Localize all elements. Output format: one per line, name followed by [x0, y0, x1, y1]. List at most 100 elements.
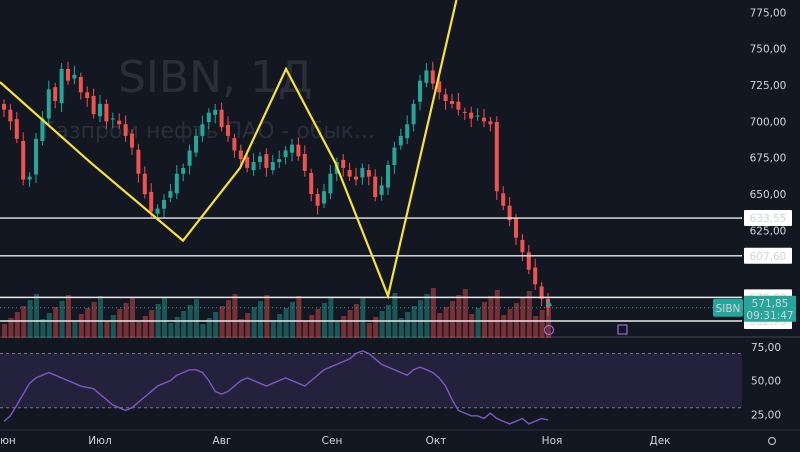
volume-bar	[424, 294, 430, 338]
candle	[258, 156, 262, 163]
volume-bar	[302, 321, 308, 338]
candle	[296, 144, 301, 157]
volume-bar	[264, 295, 270, 338]
candle	[373, 176, 378, 197]
candle	[219, 109, 224, 128]
candle	[379, 185, 384, 195]
volume-bar	[219, 306, 225, 338]
volume-bar	[91, 302, 97, 338]
gear-icon[interactable]	[767, 436, 777, 446]
volume-bar	[8, 318, 14, 338]
volume-bar	[373, 317, 379, 338]
volume-bar	[258, 301, 263, 338]
candle	[539, 286, 544, 299]
candle	[456, 101, 461, 110]
rsi-line	[3, 350, 549, 425]
volume-bar	[206, 318, 212, 338]
volume-bar	[309, 315, 315, 338]
volume-bar	[85, 308, 91, 338]
candle	[104, 103, 109, 122]
volume-bar	[328, 297, 334, 338]
candle	[213, 109, 218, 115]
candle	[238, 150, 243, 160]
volume-bar	[53, 307, 59, 338]
candle	[398, 135, 403, 146]
volume-bar	[507, 309, 513, 338]
price-level-badge	[744, 210, 792, 227]
candle	[443, 94, 448, 101]
dividend-icon[interactable]	[543, 324, 555, 336]
volume-bar	[526, 291, 532, 338]
candle	[328, 173, 333, 194]
candle	[411, 103, 416, 125]
volume-bar	[34, 294, 39, 338]
candle	[226, 125, 230, 136]
candle	[232, 138, 237, 151]
y-tick-label: 650,00	[750, 189, 787, 201]
volume-bar	[194, 299, 199, 338]
volume-bar	[443, 307, 449, 338]
volume-bar	[405, 312, 411, 338]
x-tick-label: Дек	[649, 435, 670, 447]
volume-bar	[14, 312, 20, 338]
candle	[34, 138, 38, 175]
candle	[155, 208, 160, 214]
earnings-icon[interactable]	[617, 324, 628, 335]
volume-bar	[482, 302, 487, 338]
candle	[277, 159, 282, 163]
volume-bar	[277, 314, 283, 338]
volume-bar	[347, 310, 353, 338]
trend-drawing[interactable]	[0, 0, 462, 300]
volume-bar	[174, 317, 180, 338]
candle	[520, 239, 525, 253]
volume-bar	[379, 311, 385, 338]
candle	[117, 120, 122, 125]
candle	[475, 115, 480, 117]
volume-bar	[501, 315, 507, 338]
volume-bar	[21, 306, 27, 338]
candle	[8, 109, 13, 122]
volume-bar	[539, 310, 545, 338]
candle	[347, 170, 352, 177]
candle	[123, 124, 128, 136]
volume-bar	[462, 289, 468, 338]
price-level-label: 633,55	[750, 213, 787, 225]
candle	[405, 124, 410, 139]
volume-bar	[200, 324, 206, 338]
candle	[149, 191, 154, 212]
candle	[514, 218, 518, 238]
candle	[72, 74, 77, 79]
x-tick-label: Окт	[426, 435, 447, 447]
x-tick-label: Июл	[88, 435, 111, 447]
y-tick-label: 750,00	[750, 44, 787, 56]
last-price-badge	[744, 295, 796, 322]
volume-bar	[117, 309, 123, 338]
candle	[424, 70, 429, 83]
candle	[27, 176, 32, 180]
up-arrow-marker	[546, 300, 552, 306]
volume-bar	[430, 288, 436, 338]
candle	[302, 154, 307, 171]
candle	[168, 191, 173, 198]
x-tick-label: Сен	[322, 435, 343, 447]
volume-bar	[437, 313, 443, 338]
volume-bar	[149, 310, 155, 338]
x-tick-label: Ноя	[542, 435, 563, 447]
y-tick-label: 700,00	[750, 116, 787, 128]
volume-bar	[98, 296, 103, 338]
y-tick-label: 725,00	[750, 80, 787, 92]
volume-bar	[162, 298, 167, 338]
candle	[194, 135, 198, 153]
candle	[430, 70, 435, 84]
candle	[386, 165, 390, 188]
volume-bar	[488, 296, 494, 338]
price-level-label: 607,60	[750, 251, 787, 263]
candle	[40, 118, 45, 141]
volume-bar	[238, 319, 244, 338]
volume-bar	[270, 320, 276, 338]
rsi-tick-label: 50,00	[751, 376, 781, 388]
y-tick-label: 775,00	[750, 7, 787, 19]
volume-bar	[110, 315, 116, 338]
